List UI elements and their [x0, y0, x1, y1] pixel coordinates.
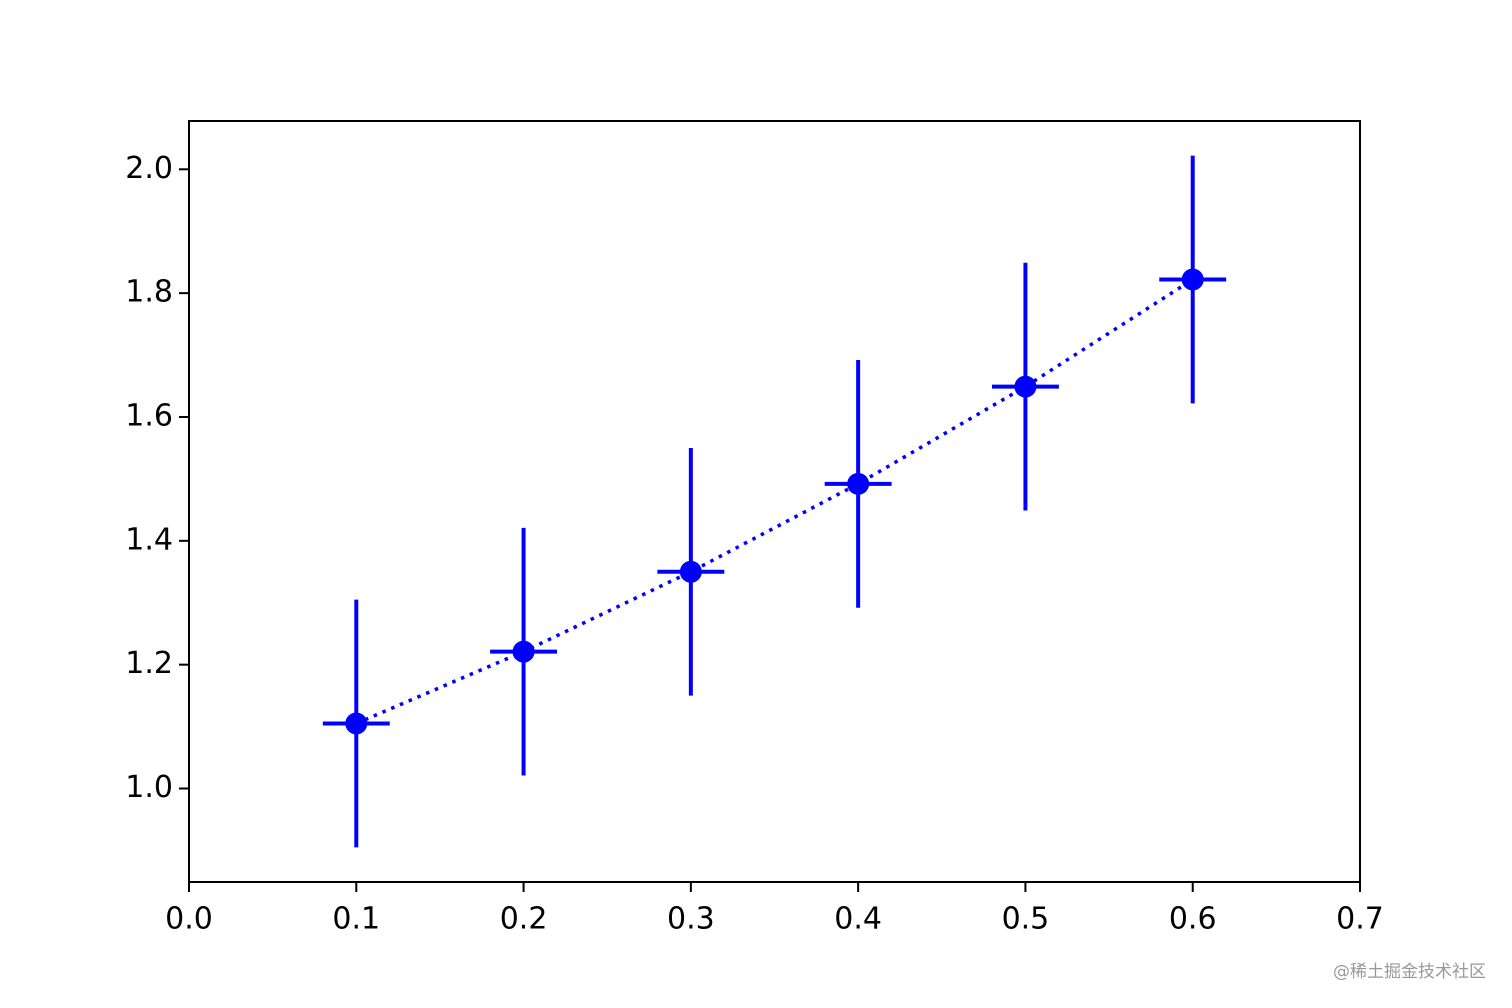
marker — [345, 712, 368, 735]
x-tick-label: 0.1 — [332, 902, 380, 937]
x-tick-label: 0.4 — [834, 902, 882, 937]
watermark: @稀土掘金技术社区 — [1333, 962, 1486, 982]
y-tick-label: 1.0 — [125, 770, 173, 805]
y-tick-label: 1.6 — [125, 398, 173, 433]
x-tick-label: 0.6 — [1169, 902, 1217, 937]
x-tick-label: 0.5 — [1002, 902, 1050, 937]
x-tick-label: 0.0 — [165, 902, 213, 937]
y-tick-label: 1.4 — [125, 522, 173, 557]
marker — [679, 560, 702, 583]
x-tick-label: 0.7 — [1336, 902, 1384, 937]
axes-frame — [188, 120, 1361, 883]
x-tick-label: 0.2 — [500, 902, 548, 937]
y-tick-label: 2.0 — [125, 151, 173, 186]
marker — [847, 472, 870, 495]
marker — [512, 640, 535, 663]
marker — [1014, 375, 1037, 398]
y-tick-label: 1.8 — [125, 275, 173, 310]
x-tick-label: 0.3 — [667, 902, 715, 937]
y-tick-label: 1.2 — [125, 646, 173, 681]
marker — [1181, 268, 1204, 291]
